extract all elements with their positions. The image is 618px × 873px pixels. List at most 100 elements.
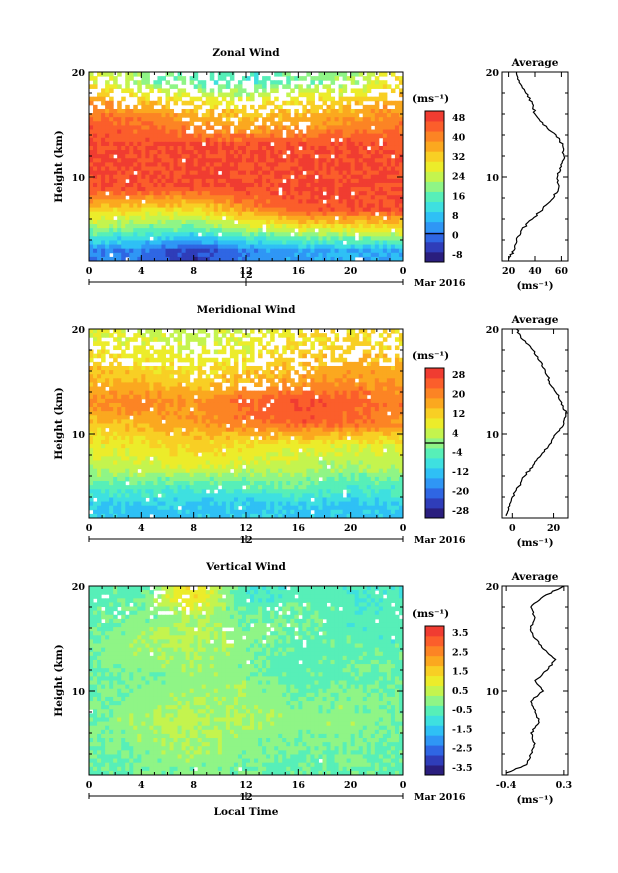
- heatmap-cell: [274, 191, 279, 196]
- heatmap-cell: [362, 329, 368, 334]
- heatmap-cell: [153, 224, 158, 229]
- heatmap-cell: [213, 415, 219, 420]
- heatmap-cell: [258, 137, 263, 143]
- heatmap-cell: [141, 252, 146, 258]
- heatmap-cell: [358, 411, 364, 416]
- heatmap-cell: [322, 158, 328, 163]
- heatmap-cell: [278, 219, 283, 225]
- heatmap-cell: [213, 117, 219, 122]
- heatmap-cell: [298, 411, 303, 416]
- heatmap-cell: [185, 423, 191, 429]
- heatmap-cell: [382, 248, 388, 254]
- heatmap-cell: [197, 182, 203, 188]
- heatmap-cell: [113, 145, 118, 151]
- heatmap-cell: [113, 125, 118, 131]
- heatmap-cell: [330, 117, 336, 122]
- heatmap-cell: [386, 431, 392, 437]
- heatmap-cell: [113, 357, 118, 363]
- heatmap-cell: [233, 370, 239, 375]
- heatmap-cell: [322, 419, 328, 424]
- heatmap-cell: [266, 129, 271, 135]
- heatmap-cell: [125, 240, 130, 246]
- heatmap-cell: [374, 378, 380, 383]
- heatmap-cell: [229, 435, 235, 441]
- heatmap-cell: [209, 170, 215, 176]
- heatmap-cell: [374, 248, 380, 254]
- heatmap-cell: [173, 166, 179, 172]
- heatmap-cell: [358, 125, 364, 131]
- heatmap-cell: [302, 199, 307, 204]
- heatmap-cell: [346, 113, 352, 118]
- heatmap-cell: [153, 333, 158, 338]
- heatmap-cell: [374, 150, 380, 155]
- heatmap-cell: [109, 248, 114, 254]
- heatmap-cell: [358, 402, 364, 408]
- heatmap-cell: [270, 411, 275, 416]
- heatmap-cell: [101, 170, 106, 176]
- heatmap-cell: [342, 423, 348, 429]
- heatmap-cell: [125, 423, 130, 429]
- heatmap-cell: [109, 191, 114, 196]
- heatmap-cell: [181, 141, 187, 147]
- heatmap-cell: [189, 121, 195, 126]
- heatmap-cell: [233, 394, 239, 400]
- heatmap-cell: [262, 129, 267, 135]
- heatmap-cell: [346, 378, 352, 383]
- heatmap-cell: [310, 154, 315, 159]
- heatmap-cell: [169, 129, 175, 135]
- heatmap-cell: [262, 158, 267, 163]
- heatmap-cell: [213, 431, 219, 437]
- heatmap-cell: [129, 182, 134, 188]
- heatmap-cell: [213, 104, 219, 110]
- heatmap-cell: [101, 390, 106, 396]
- heatmap-cell: [177, 203, 183, 209]
- heatmap-cell: [133, 80, 138, 85]
- heatmap-cell: [314, 248, 319, 254]
- heatmap-cell: [121, 211, 126, 217]
- heatmap-cell: [290, 133, 295, 139]
- heatmap-cell: [181, 398, 187, 404]
- heatmap-cell: [157, 256, 162, 262]
- heatmap-cell: [153, 207, 158, 213]
- heatmap-cell: [201, 361, 207, 367]
- heatmap-cell: [201, 80, 207, 85]
- heatmap-cell: [322, 240, 328, 246]
- heatmap-cell: [241, 349, 247, 355]
- heatmap-cell: [117, 117, 122, 122]
- heatmap-cell: [197, 423, 203, 429]
- heatmap-cell: [390, 145, 396, 151]
- heatmap-cell: [322, 415, 328, 420]
- heatmap-cell: [109, 215, 114, 221]
- heatmap-cell: [314, 108, 319, 114]
- heatmap-cell: [189, 361, 195, 367]
- heatmap-cell: [346, 199, 352, 204]
- heatmap-cell: [258, 427, 263, 433]
- heatmap-cell: [310, 125, 315, 131]
- heatmap-cell: [169, 215, 175, 221]
- heatmap-cell: [390, 236, 396, 241]
- heatmap-cell: [201, 345, 207, 351]
- heatmap-cell: [161, 178, 166, 184]
- heatmap-cell: [326, 141, 332, 147]
- heatmap-cell: [109, 435, 114, 441]
- heatmap-cell: [362, 402, 368, 408]
- heatmap-cell: [382, 96, 388, 102]
- heatmap-cell: [109, 154, 114, 159]
- heatmap-cell: [165, 215, 171, 221]
- heatmap-cell: [213, 129, 219, 135]
- heatmap-cell: [221, 199, 227, 204]
- heatmap-cell: [189, 203, 195, 209]
- heatmap-cell: [161, 117, 166, 122]
- heatmap-cell: [362, 386, 368, 392]
- heatmap-cell: [322, 207, 328, 213]
- heatmap-cell: [350, 419, 356, 424]
- heatmap-cell: [322, 182, 328, 188]
- heatmap-cell: [310, 240, 315, 246]
- heatmap-cell: [133, 431, 138, 437]
- heatmap-cell: [157, 374, 162, 379]
- heatmap-cell: [145, 100, 150, 106]
- heatmap-cell: [254, 195, 259, 200]
- heatmap-cell: [205, 158, 211, 163]
- heatmap-cell: [278, 244, 283, 250]
- heatmap-cell: [322, 84, 328, 89]
